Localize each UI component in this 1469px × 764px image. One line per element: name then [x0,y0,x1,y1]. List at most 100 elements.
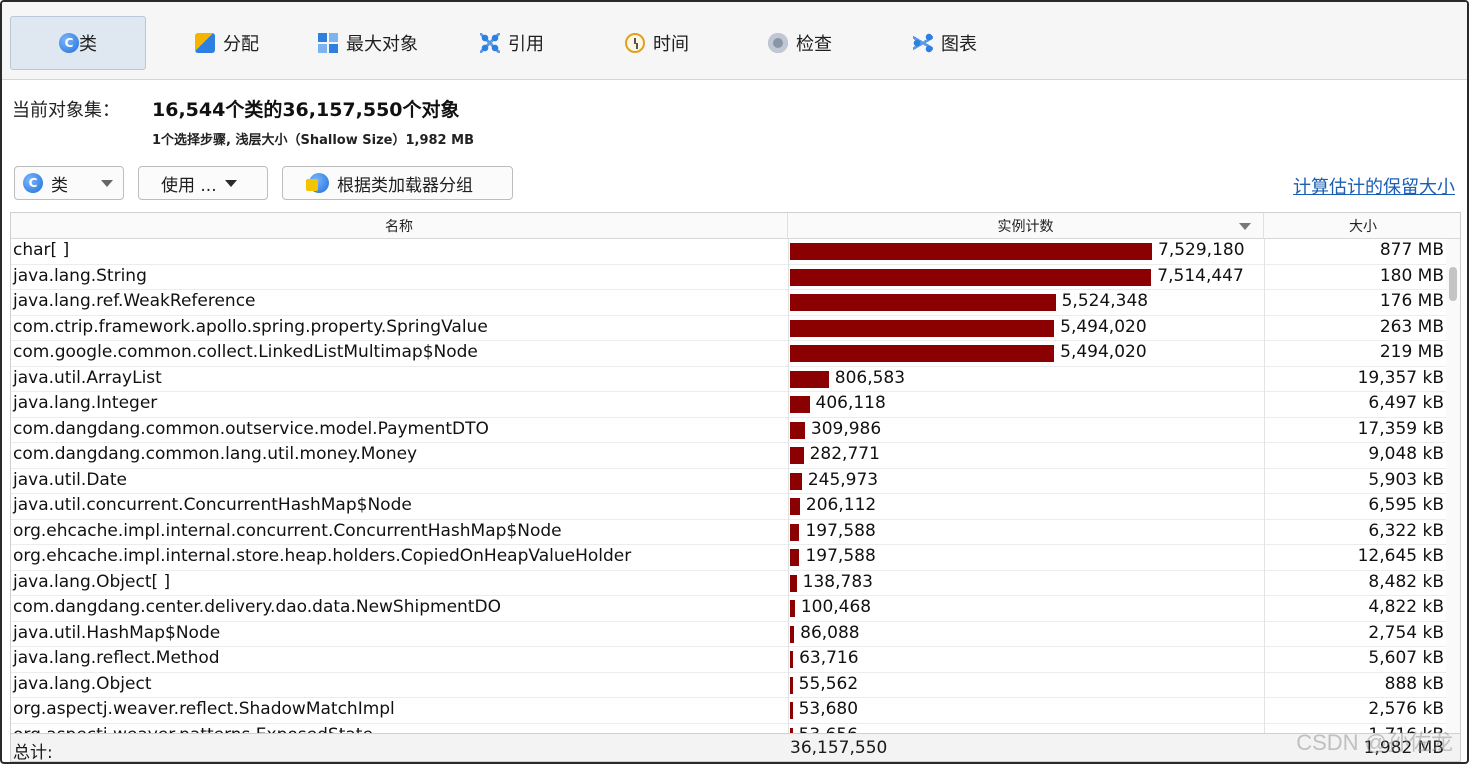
tab-label: 最大对象 [346,34,418,55]
class-name-cell: java.lang.ref.WeakReference [13,291,256,311]
instance-count-bar [790,243,1152,260]
instance-count-bar [790,345,1055,362]
table-row[interactable]: java.util.ArrayList 806,583 19,357 kB [11,367,1460,392]
instance-count-cell: 86,088 [800,622,860,643]
size-cell: 877 MB [1379,240,1444,260]
biggest-objects-icon [318,33,338,53]
tab-references[interactable]: 引用 [462,16,562,70]
instance-count-bar [790,727,793,733]
graph-icon [913,33,933,53]
instance-count-cell: 7,529,180 [1158,240,1245,260]
total-count: 36,157,550 [790,738,888,758]
scrollbar-thumb[interactable] [1449,267,1457,301]
instance-count-cell: 138,783 [802,571,873,592]
table-row[interactable]: char[ ] 7,529,180 877 MB [11,239,1460,265]
instance-count-bar [790,574,797,592]
table-header: 名称 实例计数 大小 [11,213,1460,239]
tab-time[interactable]: 时间 [607,16,707,70]
instance-count-cell: 406,118 [815,393,886,413]
column-header-count[interactable]: 实例计数 [788,213,1264,239]
class-name-cell: java.util.ArrayList [13,367,162,388]
table-row[interactable]: com.dangdang.center.delivery.dao.data.Ne… [11,596,1460,622]
column-header-name[interactable]: 名称 [11,213,788,239]
object-set-label: 当前对象集： [12,100,120,121]
instance-count-cell: 245,973 [807,469,879,490]
size-cell: 1,716 kB [1368,725,1444,734]
total-size: 1,982 MB [1363,738,1444,758]
table-row[interactable]: com.dangdang.common.lang.util.money.Mone… [11,443,1460,469]
table-row[interactable]: java.lang.Object[ ] 138,783 8,482 kB [11,571,1460,596]
instance-count-bar [790,498,800,515]
instance-count-cell: 7,514,447 [1157,265,1244,286]
column-header-size[interactable]: 大小 [1349,219,1377,235]
table-row[interactable]: org.ehcache.impl.internal.concurrent.Con… [11,520,1460,545]
object-set-detail: 1个选择步骤, 浅层大小（Shallow Size）1,982 MB [152,133,474,148]
table-row[interactable]: com.google.common.collect.LinkedListMult… [11,341,1460,367]
references-icon [480,33,500,53]
tab-allocations[interactable]: 分配 [172,16,282,70]
class-icon: C [59,33,79,53]
instance-count-bar [790,447,804,464]
chevron-down-icon [224,179,237,187]
classloader-icon [306,173,329,193]
table-row[interactable]: org.aspectj.weaver.reflect.ShadowMatchIm… [11,698,1460,724]
table-row[interactable]: java.util.HashMap$Node 86,088 2,754 kB [11,622,1460,647]
size-cell: 2,576 kB [1368,699,1444,719]
size-cell: 219 MB [1379,342,1444,362]
table-row[interactable]: java.lang.String 7,514,447 180 MB [11,265,1460,290]
size-cell: 5,903 kB [1368,469,1444,490]
table-row[interactable]: java.util.concurrent.ConcurrentHashMap$N… [11,494,1460,520]
chevron-down-icon [101,180,113,187]
sort-descending-icon [1239,223,1251,230]
group-by-classloader-button[interactable]: 根据类加载器分组 [282,166,513,200]
size-cell: 8,482 kB [1368,571,1444,592]
table-row[interactable]: com.dangdang.common.outservice.model.Pay… [11,418,1460,443]
table-row[interactable]: java.lang.ref.WeakReference 5,524,348 176 … [11,290,1460,316]
tab-label: 类 [79,34,97,55]
total-label: 总计: [13,743,53,762]
size-cell: 888 kB [1384,673,1444,694]
instance-count-cell: 55,562 [798,673,859,694]
class-name-cell: com.dangdang.center.delivery.dao.data.Ne… [13,597,501,617]
tab-inspections[interactable]: 检查 [750,16,850,70]
usage-menu-button[interactable]: 使用 ... [138,166,268,200]
class-name-cell: com.ctrip.framework.apollo.spring.proper… [13,316,488,337]
instance-count-cell: 53,656 [799,725,858,734]
table-row[interactable]: java.util.Date 245,973 5,903 kB [11,469,1460,494]
class-name-cell: java.util.HashMap$Node [13,622,221,643]
tab-graph[interactable]: 图表 [895,16,995,70]
table-row[interactable]: java.lang.reflect.Method 63,716 5,607 kB [11,647,1460,673]
vertical-scrollbar[interactable] [1446,239,1460,733]
tab-classes[interactable]: C 类 [10,16,146,70]
instance-count-cell: 206,112 [805,495,877,515]
instance-count-cell: 309,986 [810,418,882,439]
allocation-icon [195,33,215,53]
instance-count-cell: 197,588 [805,546,876,566]
table-row[interactable]: java.lang.Integer 406,118 6,497 kB [11,392,1460,418]
instance-count-bar [790,319,1055,337]
object-set-summary: 16,544个类的36,157,550个对象 [152,99,460,121]
instance-count-bar [790,294,1056,311]
table-row[interactable]: com.ctrip.framework.apollo.spring.proper… [11,316,1460,341]
table-row[interactable]: java.lang.Object 55,562 888 kB [11,673,1460,698]
table-row[interactable]: org.aspectj.weaver.patterns.ExposedState… [11,724,1460,734]
instance-count-cell: 5,494,020 [1060,342,1147,362]
instance-count-cell: 100,468 [800,597,872,617]
class-name-cell: char[ ] [13,240,70,260]
instance-count-cell: 197,588 [805,520,876,541]
view-select[interactable]: C 类 [14,166,124,200]
instance-count-cell: 53,680 [798,699,859,719]
gear-icon [768,33,788,53]
tab-biggest-objects[interactable]: 最大对象 [298,16,438,70]
instance-count-bar [790,370,829,388]
column-header-count-label: 实例计数 [997,219,1054,235]
class-name-cell: com.dangdang.common.outservice.model.Pay… [13,418,489,439]
size-cell: 180 MB [1379,265,1444,286]
class-icon: C [23,173,43,193]
class-name-cell: org.ehcache.impl.internal.concurrent.Con… [13,520,562,541]
calculate-retained-size-link[interactable]: 计算估计的保留大小 [1293,177,1455,198]
class-name-cell: java.lang.reflect.Method [13,648,220,668]
table-row[interactable]: org.ehcache.impl.internal.store.heap.hol… [11,545,1460,571]
size-cell: 4,822 kB [1368,597,1444,617]
tab-label: 时间 [653,34,689,55]
